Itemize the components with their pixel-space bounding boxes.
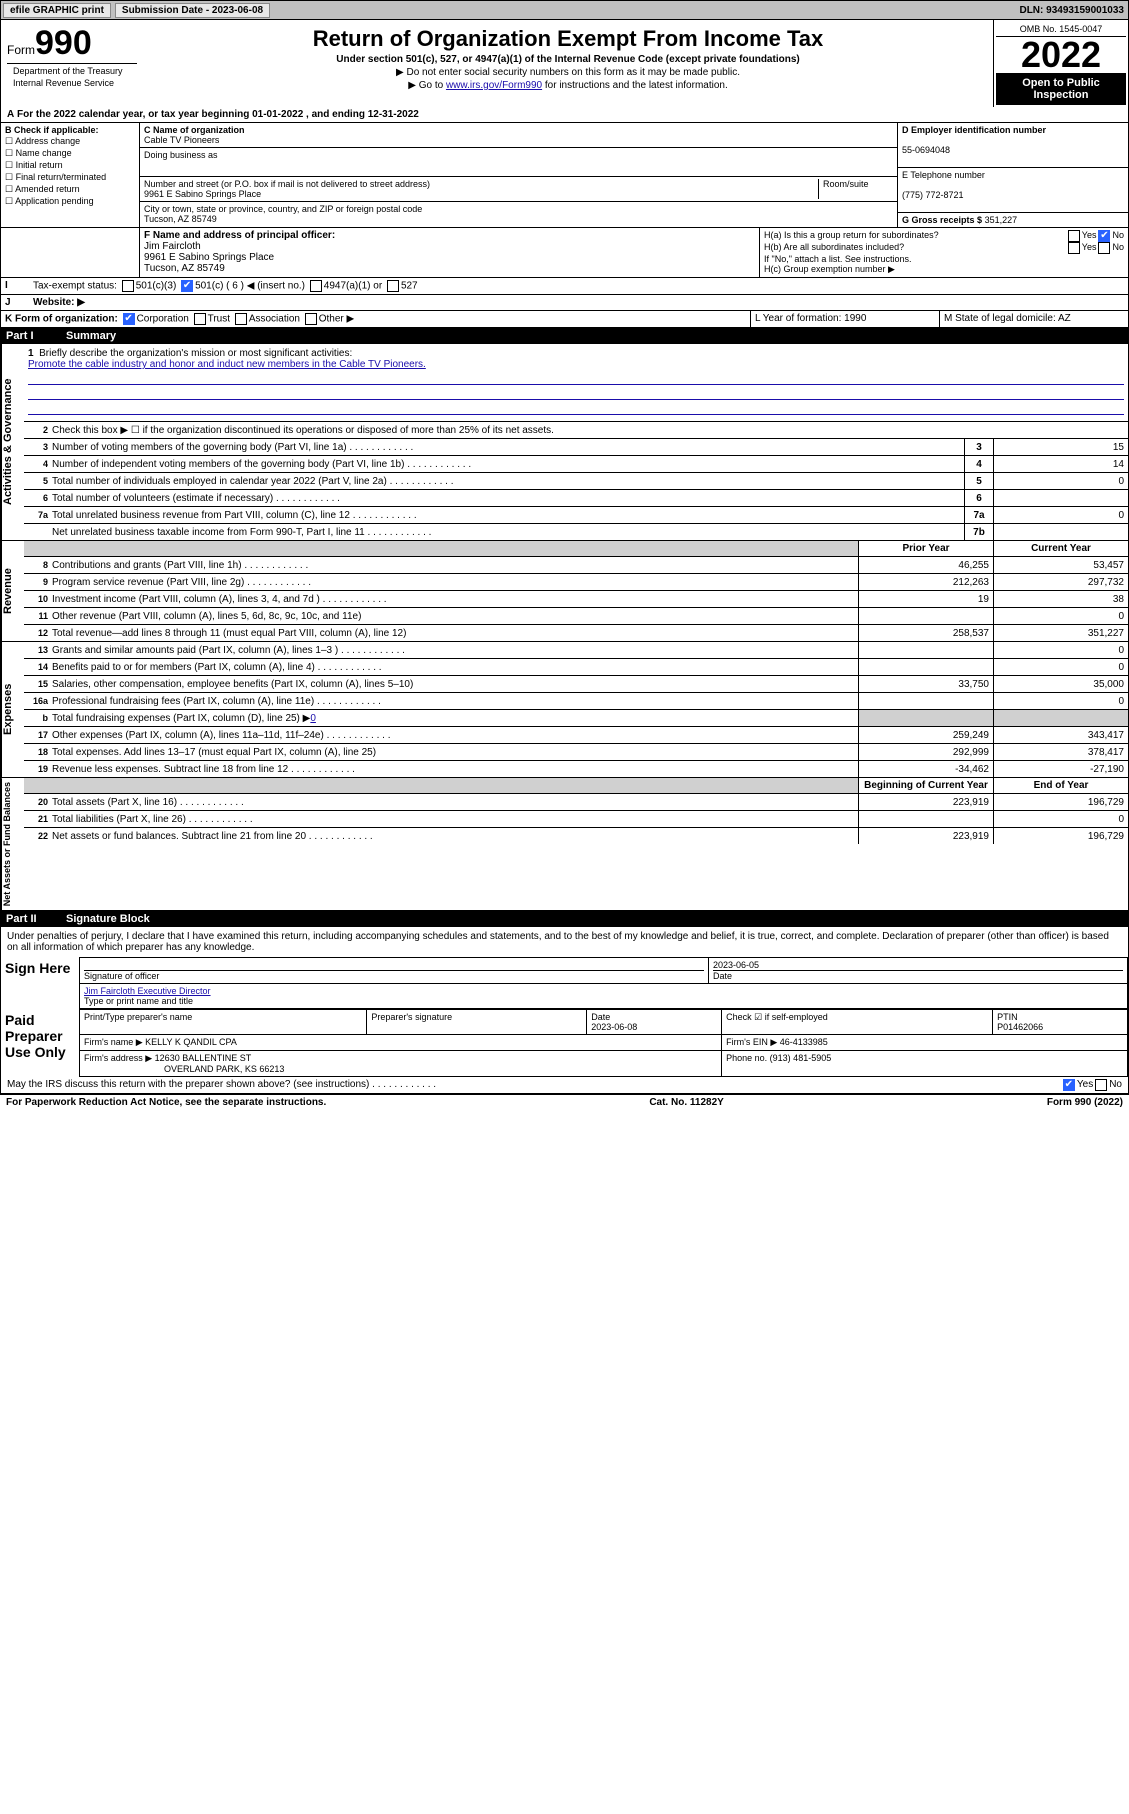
street: 9961 E Sabino Springs Place (144, 189, 261, 199)
chk-initial[interactable]: ☐ Initial return (5, 160, 135, 171)
form-header: Form990 Department of the Treasury Inter… (0, 20, 1129, 107)
chk-pending[interactable]: ☐ Application pending (5, 196, 135, 207)
tax-year: 2022 (996, 37, 1126, 73)
k-trust[interactable] (194, 313, 206, 325)
hb-no[interactable] (1098, 242, 1110, 254)
l7a-val: 0 (993, 507, 1128, 523)
mission-text: Promote the cable industry and honor and… (28, 359, 1124, 370)
gross-receipts: 351,227 (985, 215, 1018, 225)
hdr-begin: Beginning of Current Year (858, 778, 993, 793)
open-public: Open to Public Inspection (996, 73, 1126, 105)
tab-netassets: Net Assets or Fund Balances (1, 778, 24, 910)
hb-note: If "No," attach a list. See instructions… (764, 254, 1124, 264)
tab-expenses: Expenses (1, 642, 24, 777)
hdr-prior: Prior Year (858, 541, 993, 556)
form-title: Return of Organization Exempt From Incom… (147, 26, 989, 52)
check-applicable: B Check if applicable: (5, 125, 99, 135)
l7b-val (993, 524, 1128, 540)
sign-here: Sign Here (1, 958, 80, 1009)
hb-yes[interactable] (1068, 242, 1080, 254)
k-other[interactable] (305, 313, 317, 325)
l4-val: 14 (993, 456, 1128, 472)
firm-phone: (913) 481-5905 (770, 1053, 832, 1063)
line-a: A For the 2022 calendar year, or tax yea… (0, 107, 1129, 123)
chk-name[interactable]: ☐ Name change (5, 148, 135, 159)
k-corp[interactable]: ✔ (123, 313, 135, 325)
dept-treasury: Department of the Treasury (7, 63, 137, 78)
i-4947[interactable] (310, 280, 322, 292)
part2-bar: Part IISignature Block (0, 911, 1129, 927)
state-domicile: M State of legal domicile: AZ (939, 311, 1128, 327)
prep-date: 2023-06-08 (591, 1022, 637, 1032)
firm-ein: 46-4133985 (780, 1037, 828, 1047)
efile-button[interactable]: efile GRAPHIC print (3, 3, 111, 18)
klm-row: K Form of organization: ✔Corporation Tru… (0, 311, 1129, 328)
footer: For Paperwork Reduction Act Notice, see … (0, 1094, 1129, 1110)
subtitle: Under section 501(c), 527, or 4947(a)(1)… (147, 54, 989, 65)
officer-group-block: F Name and address of principal officer:… (0, 228, 1129, 278)
tab-revenue: Revenue (1, 541, 24, 641)
l6-val (993, 490, 1128, 506)
self-employed[interactable]: Check ☑ if self-employed (722, 1010, 993, 1035)
city: Tucson, AZ 85749 (144, 214, 217, 224)
part1-bar: Part ISummary (0, 328, 1129, 344)
chk-final[interactable]: ☐ Final return/terminated (5, 172, 135, 183)
submission-date: Submission Date - 2023-06-08 (115, 3, 270, 18)
ssn-notice: ▶ Do not enter social security numbers o… (147, 67, 989, 78)
discuss-no[interactable] (1095, 1079, 1107, 1091)
form-word: Form (7, 43, 35, 57)
officer-addr2: Tucson, AZ 85749 (144, 263, 225, 274)
i-501c3[interactable] (122, 280, 134, 292)
ptin: P01462066 (997, 1022, 1043, 1032)
website-row: J Website: ▶ (0, 295, 1129, 311)
paid-preparer: Paid Preparer Use Only (1, 1010, 80, 1077)
ha-yes[interactable] (1068, 230, 1080, 242)
line2: Check this box ▶ ☐ if the organization d… (52, 423, 1128, 438)
k-assoc[interactable] (235, 313, 247, 325)
phone: (775) 772-8721 (902, 190, 964, 200)
hdr-end: End of Year (993, 778, 1128, 793)
officer-addr1: 9961 E Sabino Springs Place (144, 252, 274, 263)
link-notice: ▶ Go to www.irs.gov/Form990 for instruct… (147, 80, 989, 91)
firm-addr: 12630 BALLENTINE ST (155, 1053, 252, 1063)
hdr-current: Current Year (993, 541, 1128, 556)
dln: DLN: 93493159001033 (1015, 5, 1128, 16)
topbar: efile GRAPHIC print Submission Date - 20… (0, 0, 1129, 20)
fundraising-link[interactable]: 0 (310, 713, 316, 724)
l3-val: 15 (993, 439, 1128, 455)
tax-status-row: I Tax-exempt status: 501(c)(3) ✔501(c) (… (0, 278, 1129, 295)
year-formation: L Year of formation: 1990 (750, 311, 939, 327)
irs-link[interactable]: www.irs.gov/Form990 (446, 80, 542, 91)
room-suite: Room/suite (818, 179, 893, 199)
chk-address[interactable]: ☐ Address change (5, 136, 135, 147)
irs-label: Internal Revenue Service (7, 78, 137, 88)
sign-date: 2023-06-05 (713, 960, 759, 970)
hc: H(c) Group exemption number ▶ (764, 264, 1124, 275)
ein: 55-0694048 (902, 145, 950, 155)
declaration: Under penalties of perjury, I declare th… (1, 927, 1128, 957)
ha-no[interactable]: ✔ (1098, 230, 1110, 242)
i-501c[interactable]: ✔ (181, 280, 193, 292)
form-number: 990 (35, 24, 92, 62)
tab-activities: Activities & Governance (1, 344, 24, 540)
l5-val: 0 (993, 473, 1128, 489)
discuss-yes[interactable]: ✔ (1063, 1079, 1075, 1091)
i-527[interactable] (387, 280, 399, 292)
officer-name: Jim Faircloth (144, 241, 201, 252)
officer-signature: Jim Faircloth Executive Director (84, 986, 211, 996)
firm-name: KELLY K QANDIL CPA (145, 1037, 237, 1047)
org-name: Cable TV Pioneers (144, 135, 219, 145)
chk-amended[interactable]: ☐ Amended return (5, 184, 135, 195)
identity-block: B Check if applicable: ☐ Address change … (0, 123, 1129, 228)
